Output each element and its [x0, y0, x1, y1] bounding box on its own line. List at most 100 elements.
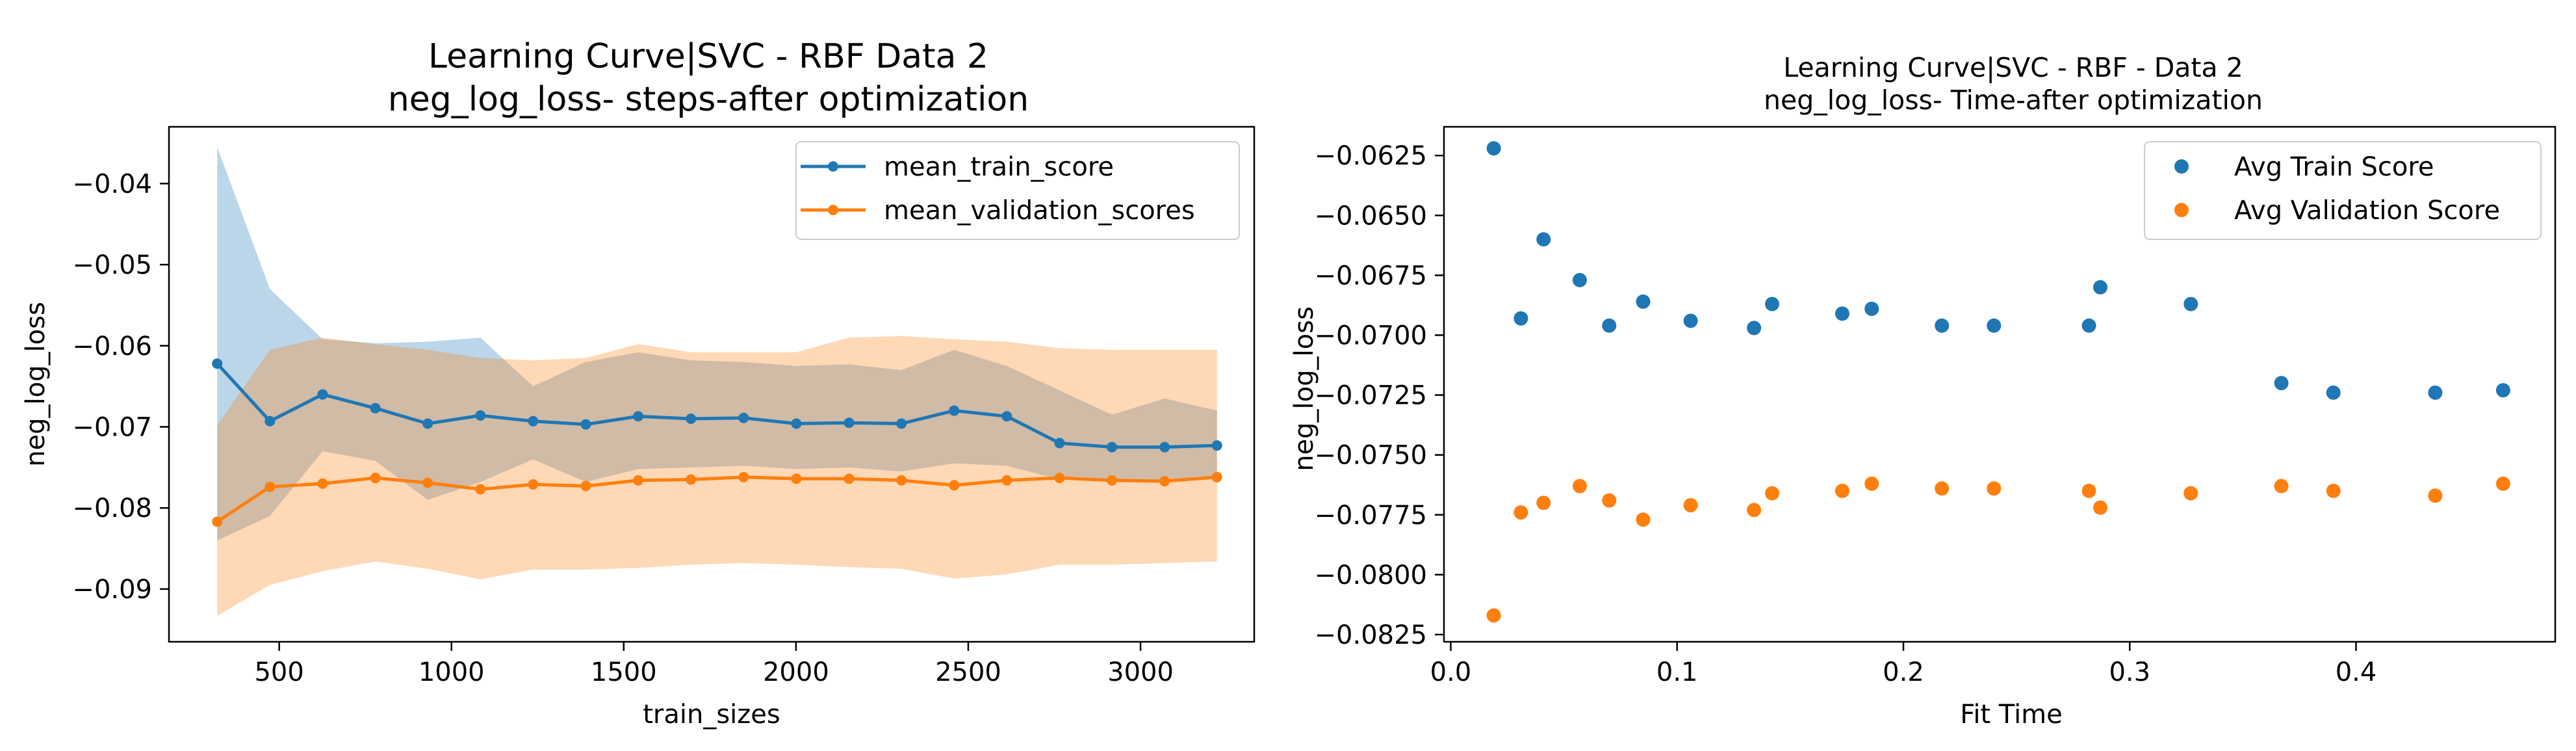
point-series-1: [212, 516, 223, 527]
point-series-1: [264, 481, 276, 492]
point-series-0: [1107, 441, 1118, 453]
legend-frame: [795, 141, 1240, 240]
y-tick-label: −0.06: [72, 332, 152, 362]
point-series-1: [1747, 503, 1762, 518]
legend-label-validation: mean_validation_scores: [884, 196, 1195, 226]
point-series-0: [949, 405, 960, 416]
plot-area: [168, 125, 1256, 643]
point-series-0: [1536, 232, 1551, 247]
point-series-1: [1001, 475, 1012, 486]
point-series-1: [528, 479, 539, 490]
series-markers: [212, 358, 1222, 527]
y-tick-label: −0.0775: [1315, 501, 1427, 531]
point-series-1: [317, 478, 328, 489]
x-tick-label: 1000: [419, 657, 485, 687]
learning-curve-time-chart: Learning Curve|SVC - RBF - Data 2 neg_lo…: [1289, 52, 2557, 730]
point-series-1: [896, 475, 907, 486]
point-series-0: [2183, 296, 2198, 311]
point-series-1: [2326, 483, 2341, 498]
point-series-1: [1159, 476, 1170, 487]
point-series-0: [475, 410, 486, 421]
point-series-0: [528, 415, 539, 427]
point-series-0: [1513, 311, 1528, 326]
point-series-0: [317, 389, 328, 400]
point-series-0: [1747, 321, 1762, 336]
point-series-0: [580, 419, 591, 430]
point-series-0: [212, 358, 223, 369]
point-series-0: [2093, 280, 2107, 295]
point-series-1: [370, 473, 381, 484]
point-series-1: [1107, 475, 1118, 486]
point-series-1: [580, 481, 591, 492]
y-axis-label: neg_log_loss: [1289, 306, 1319, 471]
y-tick-label: −0.05: [72, 250, 152, 280]
point-series-0: [791, 418, 802, 429]
point-series-1: [1864, 476, 1879, 491]
x-tick-label: 1500: [591, 657, 657, 687]
point-series-1: [1486, 608, 1501, 623]
chart-title: Learning Curve|SVC - RBF - Data 2: [1783, 52, 2243, 83]
point-series-0: [1054, 438, 1065, 449]
band-series-0: [217, 147, 1217, 541]
y-tick-label: −0.0825: [1315, 620, 1427, 650]
point-series-0: [2274, 376, 2289, 391]
point-series-1: [686, 474, 697, 485]
point-series-0: [1211, 440, 1222, 451]
point-series-1: [1054, 473, 1065, 484]
x-axis-label: train_sizes: [643, 700, 780, 730]
x-tick-label: 500: [254, 657, 303, 687]
y-tick-label: −0.0625: [1315, 141, 1427, 171]
y-axis-ticks: −0.09 −0.08 −0.07 −0.06 −0.05 −0.04: [72, 169, 169, 605]
confidence-bands: [217, 147, 1217, 616]
legend-label-train: Avg Train Score: [2234, 152, 2434, 182]
chart-title: Learning Curve|SVC - RBF Data 2: [428, 37, 988, 76]
point-series-1: [1572, 479, 1587, 494]
y-tick-label: −0.0725: [1315, 381, 1427, 411]
point-series-0: [422, 418, 433, 429]
point-series-1: [1211, 471, 1222, 482]
point-series-0: [686, 414, 697, 425]
point-series-0: [1835, 306, 1849, 321]
x-tick-label: 2000: [763, 657, 829, 687]
x-tick-label: 2500: [935, 657, 1001, 687]
point-series-0: [2495, 383, 2510, 398]
point-series-1: [422, 477, 433, 488]
x-tick-label: 0.4: [2336, 657, 2377, 687]
scatter-points: [1486, 141, 2510, 623]
point-series-0: [844, 417, 855, 428]
point-series-0: [1683, 313, 1698, 328]
point-series-0: [738, 412, 749, 423]
y-tick-label: −0.0675: [1315, 261, 1427, 291]
legend-marker-train: [2174, 159, 2189, 174]
point-series-1: [844, 473, 855, 484]
chart-subtitle: neg_log_loss- Time-after optimization: [1764, 85, 2263, 116]
point-series-1: [1987, 481, 2002, 496]
x-axis-label: Fit Time: [1960, 700, 2063, 730]
point-series-1: [1602, 493, 1617, 508]
point-series-1: [2428, 488, 2443, 503]
point-series-0: [1602, 318, 1617, 333]
point-series-0: [2428, 385, 2443, 400]
point-series-1: [2183, 486, 2198, 501]
y-axis-label: neg_log_loss: [21, 302, 51, 467]
legend-frame: [2144, 141, 2542, 240]
point-series-0: [1486, 141, 1501, 156]
x-tick-label: 0.0: [1430, 657, 1472, 687]
line-series-0: [216, 362, 1217, 449]
legend-marker-train: [828, 161, 838, 172]
point-series-0: [1572, 272, 1587, 287]
y-tick-label: −0.08: [72, 494, 152, 523]
point-series-0: [370, 402, 381, 414]
line-series-1: [216, 475, 1217, 523]
point-series-1: [2495, 476, 2510, 491]
y-tick-label: −0.0750: [1315, 441, 1427, 471]
point-series-1: [2274, 479, 2289, 494]
point-series-0: [633, 411, 644, 422]
point-series-1: [633, 475, 644, 486]
x-tick-label: 0.2: [1883, 657, 1924, 687]
legend: Avg Train Score Avg Validation Score: [2144, 141, 2542, 240]
x-axis-ticks: 500 1000 1500 2000 2500 3000: [254, 642, 1174, 687]
point-series-1: [1536, 495, 1551, 510]
point-series-0: [1159, 441, 1170, 453]
